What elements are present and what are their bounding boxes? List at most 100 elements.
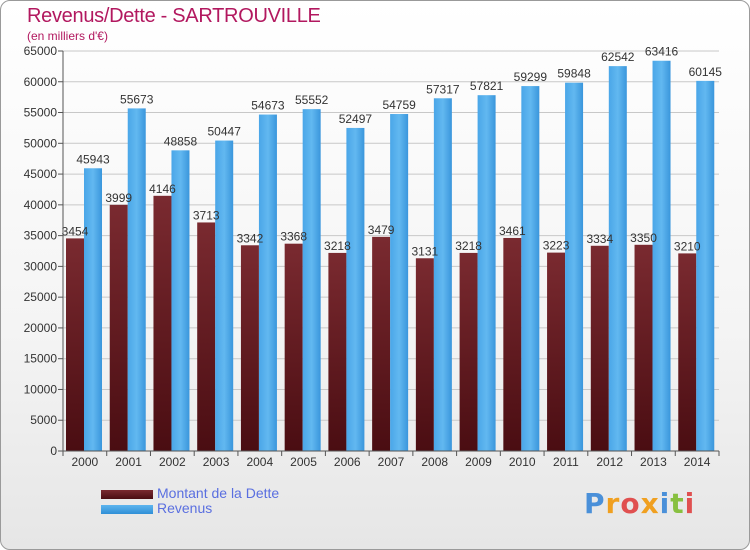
x-tick-label: 2003	[203, 455, 230, 469]
revenue-bar	[302, 109, 321, 451]
debt-data-label: 3342	[237, 231, 264, 245]
debt-data-label: 3210	[674, 239, 701, 253]
debt-data-label: 3218	[324, 239, 351, 253]
y-tick-label: 20000	[24, 321, 58, 335]
revenue-bar	[565, 82, 584, 451]
y-tick-label: 0	[50, 444, 57, 458]
debt-bar	[503, 237, 522, 451]
logo-letter: P	[584, 487, 606, 520]
debt-bar	[197, 222, 216, 451]
revenue-bar	[171, 150, 190, 451]
revenue-data-label: 45943	[76, 152, 110, 166]
legend-label-revenue: Revenus	[157, 500, 213, 516]
debt-data-label: 3368	[280, 230, 307, 244]
revenue-bar	[521, 86, 540, 452]
logo-letter: i	[684, 487, 696, 520]
revenue-data-label: 50447	[208, 125, 242, 139]
x-tick-label: 2001	[115, 455, 142, 469]
revenue-bar	[608, 66, 627, 451]
data-labels: 3454 45943 3999 55673 4146 48858 3713 50447 3342…	[62, 45, 723, 259]
x-tick-label: 2013	[640, 455, 667, 469]
debt-bar	[678, 253, 697, 451]
revenue-bar	[127, 108, 146, 452]
x-tick-label: 2009	[465, 455, 492, 469]
y-tick-label: 50000	[24, 136, 58, 150]
x-tick-label: 2008	[421, 455, 448, 469]
revenue-data-label: 55673	[120, 92, 154, 106]
legend-swatch-revenue	[101, 505, 153, 514]
debt-data-label: 3999	[105, 191, 132, 205]
revenue-data-label: 59299	[514, 70, 548, 84]
y-tick-label: 65000	[24, 44, 58, 58]
revenue-data-label: 52497	[339, 112, 373, 126]
y-tick-label: 15000	[24, 352, 58, 366]
x-tick-label: 2006	[334, 455, 361, 469]
revenue-data-label: 59848	[557, 67, 591, 81]
legend-swatch-debt	[101, 490, 153, 499]
revenue-data-label: 54759	[382, 98, 416, 112]
revenue-bar	[696, 80, 715, 451]
revenue-bar	[215, 140, 234, 451]
y-tick-label: 10000	[24, 382, 58, 396]
x-tick-label: 2011	[553, 455, 579, 469]
debt-data-label: 3218	[455, 239, 482, 253]
x-tick-label: 2010	[509, 455, 536, 469]
revenue-data-label: 60145	[689, 65, 723, 79]
logo-letter: x	[640, 487, 660, 520]
debt-bar	[109, 204, 128, 451]
debt-bar	[240, 245, 259, 451]
chart-subtitle: (en milliers d'€)	[27, 29, 108, 43]
revenue-bar	[84, 168, 102, 451]
debt-bar	[590, 245, 609, 451]
y-tick-label: 55000	[24, 106, 58, 120]
debt-bar	[372, 236, 391, 451]
y-tick-label: 5000	[30, 413, 57, 427]
revenue-bar	[346, 127, 365, 452]
revenue-data-label: 62542	[601, 50, 635, 64]
chart-title: Revenus/Dette - SARTROUVILLE	[27, 5, 321, 27]
legend-label-debt: Montant de la Dette	[157, 485, 280, 501]
debt-data-label: 3479	[368, 223, 395, 237]
debt-data-label: 3131	[412, 244, 439, 258]
revenue-bar	[258, 114, 277, 451]
debt-bar	[284, 243, 303, 451]
debt-bar	[459, 252, 478, 451]
debt-data-label: 3713	[193, 208, 220, 222]
debt-data-label: 3461	[499, 224, 526, 238]
y-tick-label: 30000	[24, 259, 58, 273]
revenue-data-label: 63416	[645, 45, 679, 59]
debt-data-label: 3334	[586, 232, 613, 246]
revenue-data-label: 54673	[251, 99, 285, 113]
x-tick-label: 2005	[290, 455, 317, 469]
debt-bar	[415, 258, 434, 451]
x-tick-label: 2014	[684, 455, 711, 469]
x-tick-label: 2000	[72, 455, 99, 469]
debt-data-label: 3454	[62, 224, 89, 238]
x-tick-label: 2007	[378, 455, 405, 469]
debt-data-label: 4146	[149, 182, 176, 196]
y-tick-label: 35000	[24, 229, 58, 243]
x-tick-label: 2002	[159, 455, 186, 469]
debt-bar	[153, 195, 172, 451]
debt-data-label: 3350	[630, 231, 657, 245]
revenue-bar	[390, 114, 409, 451]
debt-bar	[634, 244, 653, 451]
logo-letter: t	[670, 487, 685, 520]
y-tick-label: 25000	[24, 290, 58, 304]
y-tick-label: 60000	[24, 75, 58, 89]
x-tick-label: 2004	[246, 455, 273, 469]
logo-letter: i	[659, 487, 671, 520]
revenue-data-label: 57317	[426, 82, 460, 96]
revenue-data-label: 48858	[164, 134, 198, 148]
revenue-bar	[477, 95, 496, 451]
bars	[66, 60, 715, 452]
revenue-data-label: 57821	[470, 79, 504, 93]
debt-data-label: 3223	[543, 239, 570, 253]
proxiti-logo: Proxiti	[584, 487, 695, 520]
logo-letter: r	[605, 487, 621, 520]
axes: 0 5000 10000 15000 20000 25000 30000 35000 40000…	[24, 44, 720, 469]
x-tick-label: 2012	[596, 455, 623, 469]
y-tick-label: 40000	[24, 198, 58, 212]
